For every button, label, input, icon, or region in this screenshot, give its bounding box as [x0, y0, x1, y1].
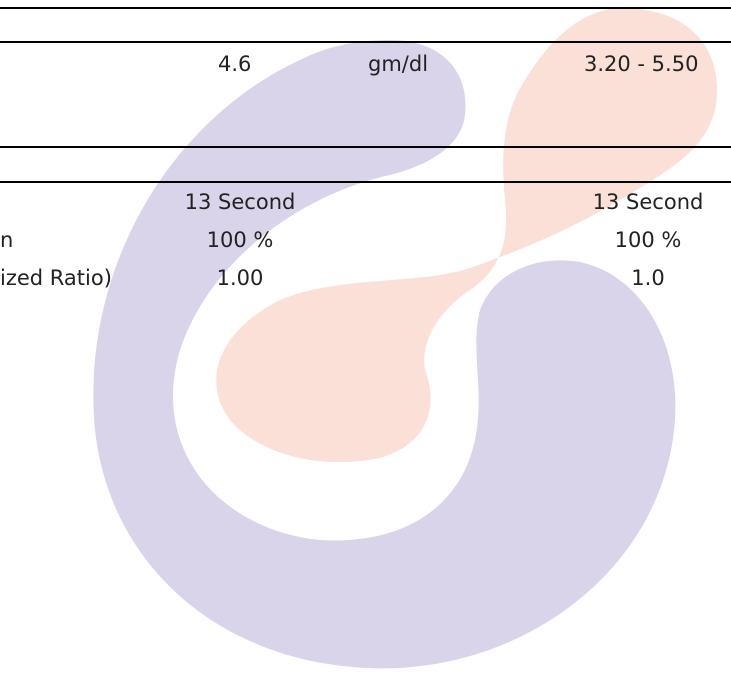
table-rule-section2-header [0, 181, 731, 183]
test-label: ized Ratio) [0, 266, 112, 290]
table-rule-top [0, 7, 731, 9]
reference-range: 13 Second [592, 190, 704, 214]
result-value: 4.6 [218, 52, 252, 76]
table-rule-section2-top [0, 146, 731, 148]
reference-range: 1.0 [631, 266, 665, 290]
watermark-drop-shape [216, 8, 718, 463]
reference-range: 100 % [614, 228, 682, 252]
reference-range: 3.20 - 5.50 [584, 52, 699, 76]
result-value: 1.00 [216, 266, 264, 290]
unit-value: gm/dl [368, 52, 429, 76]
table-rule-section1-header [0, 41, 731, 43]
watermark-ring-shape [93, 40, 676, 669]
result-value: 13 Second [184, 190, 296, 214]
test-label: n [0, 228, 14, 252]
result-value: 100 % [206, 228, 274, 252]
